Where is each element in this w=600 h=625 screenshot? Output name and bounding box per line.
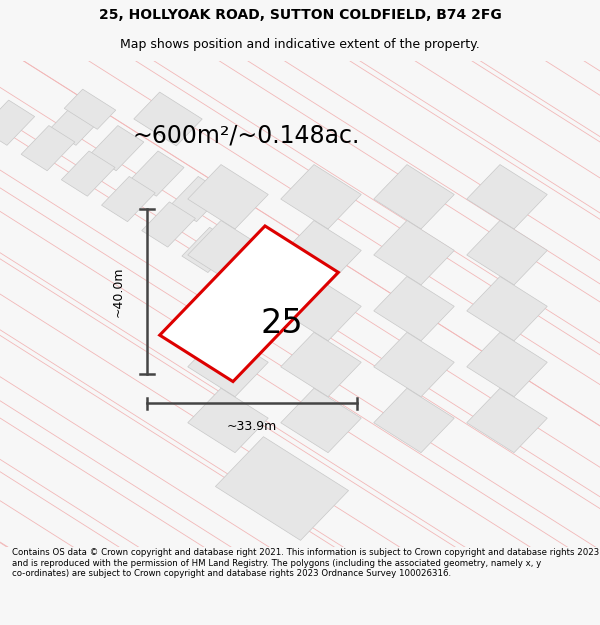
Polygon shape xyxy=(50,100,104,145)
Polygon shape xyxy=(182,228,236,272)
Polygon shape xyxy=(188,221,268,285)
Polygon shape xyxy=(170,176,224,222)
Text: ~600m²/~0.148ac.: ~600m²/~0.148ac. xyxy=(133,124,359,148)
Polygon shape xyxy=(281,276,361,341)
Polygon shape xyxy=(281,221,361,285)
Polygon shape xyxy=(188,276,268,341)
Polygon shape xyxy=(142,202,196,247)
Polygon shape xyxy=(61,151,115,196)
Polygon shape xyxy=(467,332,547,397)
Polygon shape xyxy=(467,164,547,229)
Polygon shape xyxy=(90,126,144,171)
Polygon shape xyxy=(374,332,454,397)
Polygon shape xyxy=(160,226,338,381)
Polygon shape xyxy=(101,176,155,222)
Polygon shape xyxy=(374,388,454,452)
Polygon shape xyxy=(467,388,547,452)
Polygon shape xyxy=(188,332,268,397)
Polygon shape xyxy=(64,89,116,129)
Polygon shape xyxy=(467,276,547,341)
Polygon shape xyxy=(374,276,454,341)
Polygon shape xyxy=(188,388,268,452)
Text: Contains OS data © Crown copyright and database right 2021. This information is : Contains OS data © Crown copyright and d… xyxy=(12,548,599,578)
Polygon shape xyxy=(281,332,361,397)
Polygon shape xyxy=(134,92,202,146)
Polygon shape xyxy=(281,164,361,229)
Text: 25, HOLLYOAK ROAD, SUTTON COLDFIELD, B74 2FG: 25, HOLLYOAK ROAD, SUTTON COLDFIELD, B74… xyxy=(98,8,502,22)
Text: 25: 25 xyxy=(260,307,304,340)
Polygon shape xyxy=(0,100,35,145)
Polygon shape xyxy=(130,151,184,196)
Polygon shape xyxy=(21,126,75,171)
Text: Map shows position and indicative extent of the property.: Map shows position and indicative extent… xyxy=(120,38,480,51)
Polygon shape xyxy=(215,437,349,541)
Text: ~40.0m: ~40.0m xyxy=(112,266,125,317)
Text: ~33.9m: ~33.9m xyxy=(227,420,277,433)
Polygon shape xyxy=(281,388,361,452)
Polygon shape xyxy=(374,221,454,285)
Polygon shape xyxy=(188,164,268,229)
Polygon shape xyxy=(374,164,454,229)
Polygon shape xyxy=(467,221,547,285)
